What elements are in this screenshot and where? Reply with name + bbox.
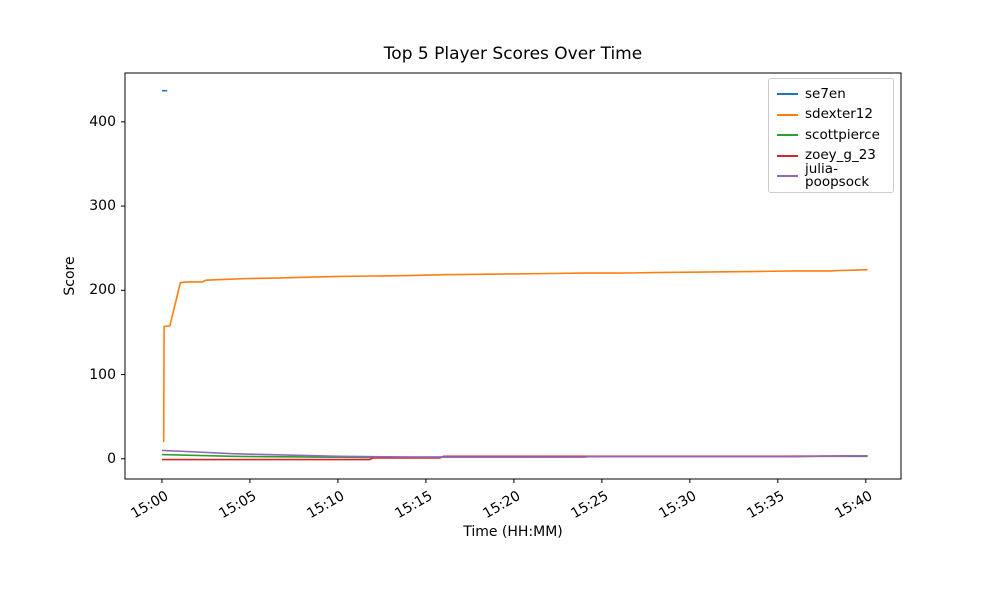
y-tick-label: 100 [89,366,116,383]
legend-item-zoey_g_23: zoey_g_23 [777,146,885,167]
y-tick-label: 200 [89,282,116,299]
x-axis-label: Time (HH:MM) [463,524,563,540]
legend-label: se7en [805,85,846,102]
legend-line-sample [777,175,798,178]
legend-line-sample [777,134,798,137]
legend-item-sdexter12: sdexter12 [777,105,885,126]
axes-spines [124,72,902,480]
legend-line-sample [777,93,798,96]
legend-item-se7en: se7en [777,84,885,105]
legend-item-scottpierce: scottpierce [777,125,885,146]
legend-line-sample [777,154,798,157]
legend-line-sample [777,113,798,116]
y-tick-label: 400 [89,113,116,130]
legend-label: julia-poopsock [805,160,870,191]
y-tick-label: 0 [107,450,116,467]
legend: se7en sdexter12 scottpierce zoey_g_23 julia-… [768,78,894,193]
series-line-sdexter12 [162,268,868,442]
legend-item-julia-poopsock: julia-poopsock [777,160,885,191]
y-tick-label: 300 [89,198,116,215]
chart-title: Top 5 Player Scores Over Time [383,44,643,64]
series-line-julia-poopsock [161,449,868,458]
legend-label: scottpierce [805,126,880,143]
legend-label: sdexter12 [805,106,873,122]
legend-label: zoey_g_23 [805,147,876,163]
